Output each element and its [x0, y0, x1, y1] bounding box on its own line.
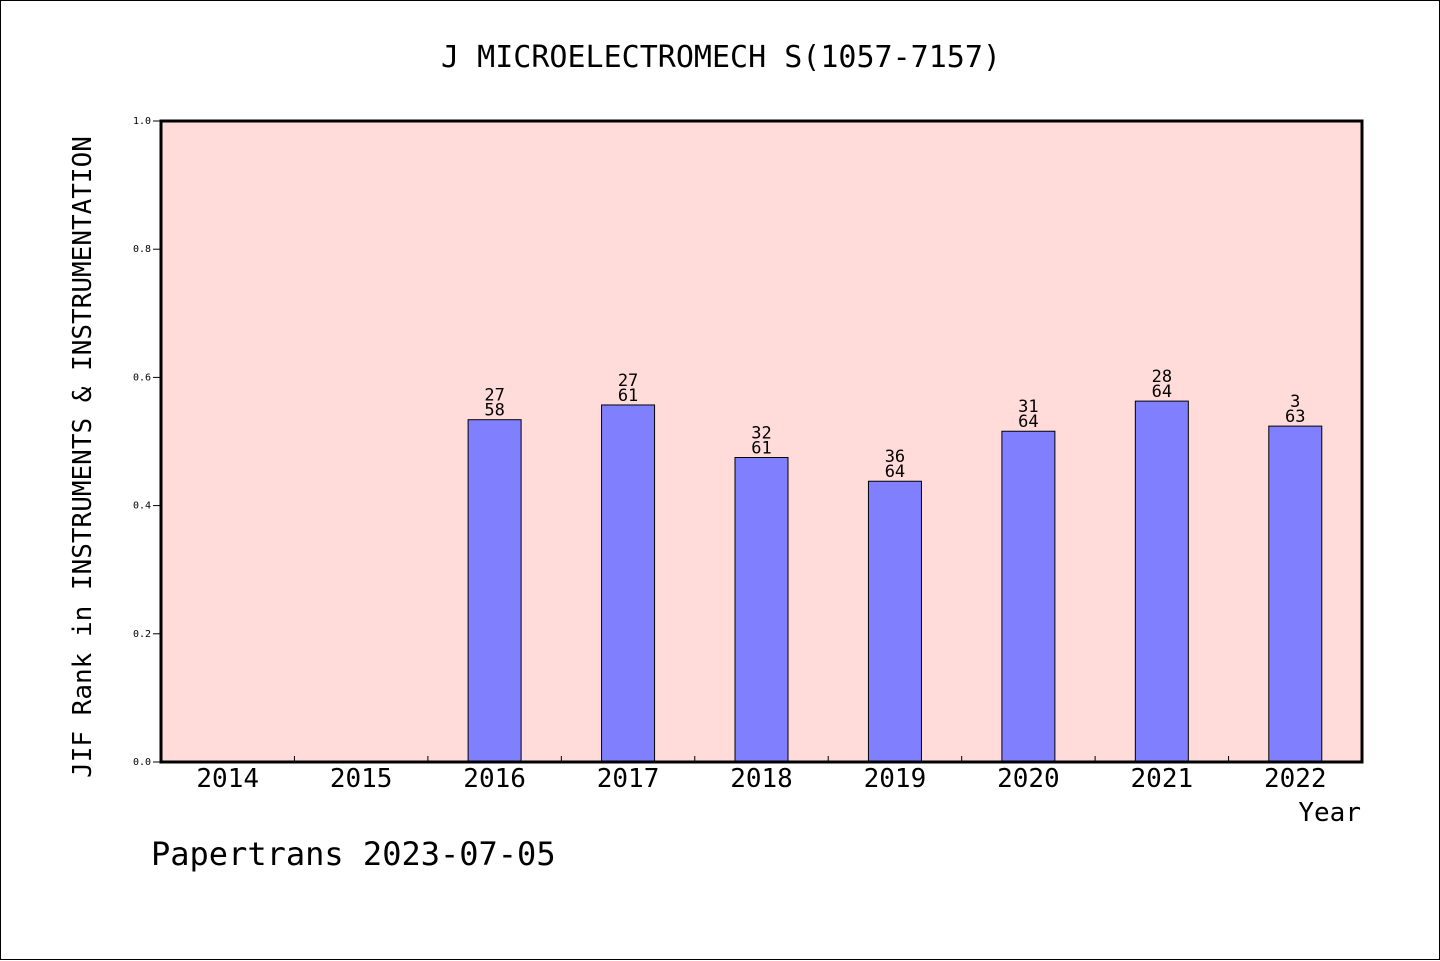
- x-tick-label: 2022: [1264, 764, 1327, 794]
- bar-rank-label: 27: [618, 371, 638, 391]
- x-tick-label: 2015: [330, 764, 393, 794]
- y-tick-label: 0.4: [133, 501, 151, 512]
- y-axis-label: JIF Rank in INSTRUMENTS & INSTRUMENTATIO…: [68, 136, 98, 778]
- bar: [601, 404, 656, 763]
- bars-layer: [467, 400, 1323, 763]
- bar-total-label: 64: [1018, 412, 1038, 432]
- bar-total-label: 58: [484, 401, 504, 421]
- bar: [1001, 430, 1056, 763]
- bar-rank-label: 27: [484, 386, 504, 406]
- x-tick-label: 2017: [597, 764, 660, 794]
- bar-total-label: 63: [1285, 407, 1305, 427]
- bar-total-label: 61: [618, 386, 638, 406]
- y-tick-label: 0.2: [133, 629, 151, 640]
- watermark-text: Papertrans 2023-07-05: [151, 835, 556, 873]
- y-tick-label: 1.0: [133, 116, 151, 127]
- bar-rank-label: 36: [885, 447, 905, 467]
- bar-rank-label: 32: [751, 424, 771, 444]
- bar: [1134, 400, 1189, 763]
- y-tick-label: 0.0: [133, 757, 151, 768]
- x-tick-label: 2020: [997, 764, 1060, 794]
- y-tick-label: 0.6: [133, 372, 151, 383]
- x-tick-label: 2016: [463, 764, 526, 794]
- bar-rank-label: 28: [1152, 367, 1172, 387]
- plot-border: [159, 119, 1364, 764]
- x-tick-label: 2018: [730, 764, 793, 794]
- chart-title: J MICROELECTROMECH S(1057-7157): [441, 40, 1001, 75]
- x-axis: 2014 2015 2016 2017 2018 2019 2020 2021 2022: [196, 756, 1327, 794]
- bar-total-label: 61: [751, 439, 771, 459]
- bar-total-label: 64: [885, 462, 905, 482]
- bar: [867, 480, 922, 763]
- bar: [467, 419, 522, 763]
- bar: [734, 457, 789, 763]
- bar-rank-label: 3: [1290, 392, 1300, 412]
- x-tick-label: 2021: [1131, 764, 1194, 794]
- bar: [1268, 425, 1323, 763]
- y-axis: 0.0 0.2 0.4 0.6 0.8 1.0: [133, 116, 161, 768]
- y-tick-label: 0.8: [133, 244, 151, 255]
- x-tick-label: 2019: [864, 764, 927, 794]
- bar-total-label: 64: [1152, 382, 1172, 402]
- x-tick-label: 2014: [196, 764, 259, 794]
- x-axis-label: Year: [1298, 798, 1361, 828]
- bar-rank-label: 31: [1018, 397, 1038, 417]
